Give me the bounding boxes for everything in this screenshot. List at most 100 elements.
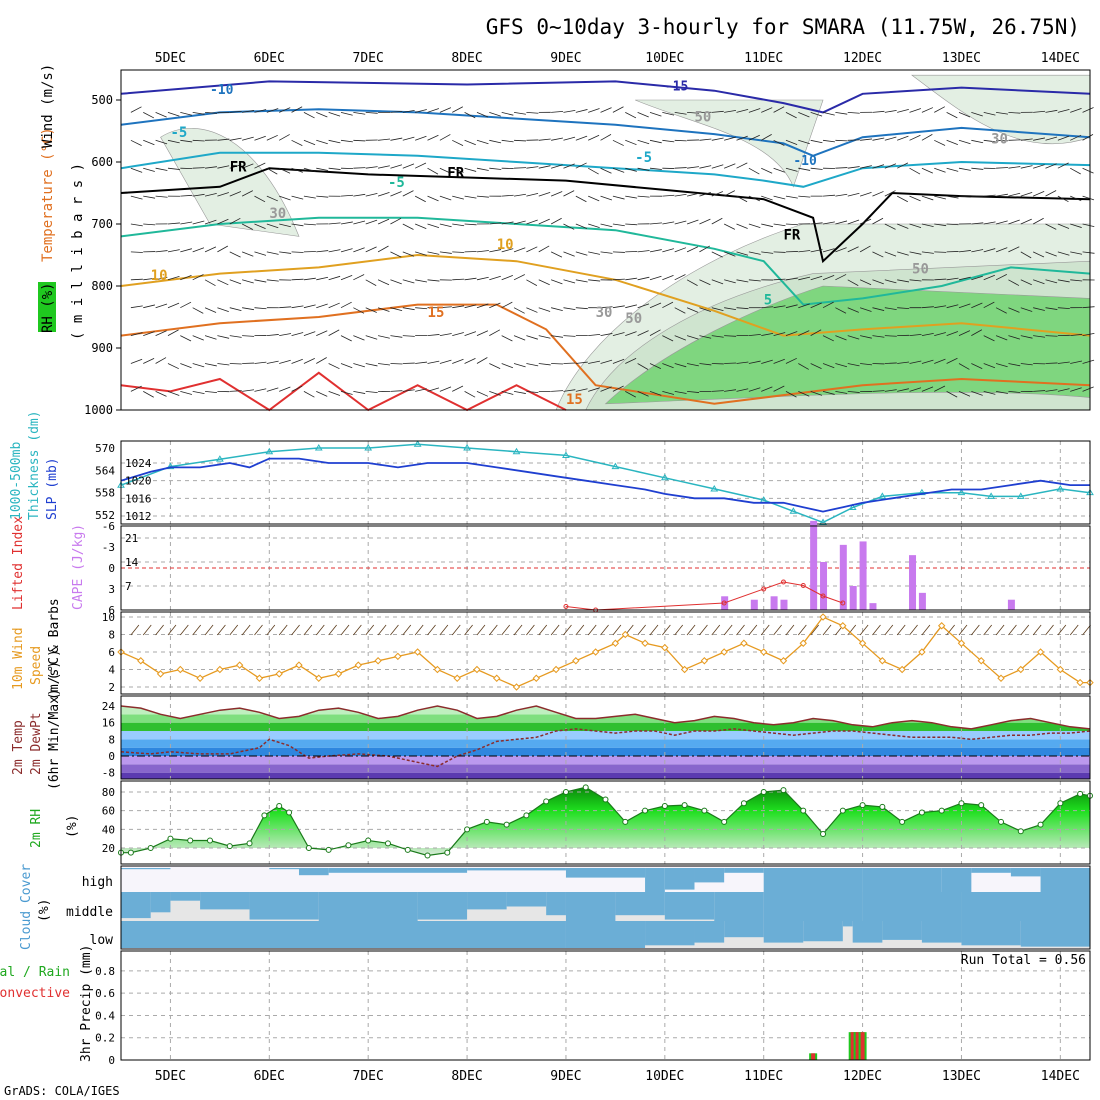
wind-barb [649,302,662,309]
wind-barb [649,167,662,170]
wind-barb [303,112,315,119]
thickness-label-1: 1000-500mb [9,442,24,520]
wind-barb [303,139,316,146]
wind-barb [241,223,253,230]
contour-label: 10 [497,237,514,253]
wind-speed-point [1056,665,1065,674]
wind-barb [204,166,218,169]
wind-barb [328,249,341,253]
lifted-index-point [820,593,826,599]
wind-barb [303,195,316,199]
wind-barb [526,112,539,114]
wind-barb [835,247,847,253]
wind-barb [748,251,761,255]
surface-wind-barb [1082,624,1091,636]
wind-barb [934,139,946,146]
surface-wind-barb [662,624,671,636]
wind-barb [847,112,860,114]
wind-barb [897,108,909,113]
surface-wind-barb [489,624,498,636]
pressure-tick-label: 900 [91,341,113,355]
wind-barb [476,112,489,118]
surface-wind-barb [587,624,597,636]
wind-barb [551,307,563,311]
wind-barb [167,391,180,396]
wind-barb [1057,195,1069,203]
cape-bar [918,592,926,610]
wind-barb [711,307,724,311]
wind-barb [872,164,885,169]
thickness-label-2: Thickness (dm) [27,410,42,520]
wind-tick-label: 8 [108,629,115,642]
thickness-marker [611,462,620,470]
wind-barb [303,391,315,398]
wind-barb [550,279,563,285]
wind-barb [958,167,971,171]
wind-barb [489,329,501,336]
wind-barb [390,164,403,169]
wind-barb [414,195,426,203]
wind-barb [180,221,193,225]
wind-barb [810,112,823,117]
wind-barb [662,274,674,281]
temp-band [121,756,1090,765]
wind-barb [909,279,922,282]
wind-barb [328,112,341,117]
wind-barb [464,112,476,119]
wind-speed-point [858,639,867,647]
temp-band [121,739,1090,748]
rh-point [276,803,283,809]
precip-label-3: 3hr Precip (mm) [79,945,94,1062]
wind-barb [489,167,502,170]
wind-barb [167,329,179,336]
wind-barb [378,138,391,141]
rh-point [582,784,589,791]
pressure-tick-label: 800 [91,279,113,293]
contour-label: -15 [665,80,688,95]
wind-barb [810,391,823,396]
wind-barb [526,166,539,169]
wind-barb [489,391,501,396]
wind-speed-point [374,657,382,665]
wind-barb [365,219,378,225]
wind-barb [995,307,1007,314]
contour-label: 15 [566,392,583,408]
wind-barb [600,223,613,228]
wind-barb [192,307,204,314]
wind-barb [538,307,551,312]
wind-barb [180,275,192,281]
wind-barb [180,248,192,253]
wind-barb [550,251,563,258]
wind-barb [464,139,476,146]
cloud-cover-bar [852,921,883,943]
wind-barb [983,391,996,395]
slp-tick-label: 1016 [125,492,152,505]
wind-barb [254,135,266,141]
wind-speed-point [473,665,481,674]
slp-panel-labels: 1000-500mb Thickness (dm) SLP (mb) [9,410,60,520]
surface-wind-barb [229,624,239,636]
thickness-marker [848,503,857,511]
wind-barb [279,195,291,201]
cloud-cover-bar [467,892,507,910]
temp-band [121,772,1090,779]
cloud-cover-bar [664,892,715,920]
wind-barb [415,109,427,113]
rh-point [859,802,866,809]
wind-barb [204,246,217,253]
wind-barb [402,110,415,113]
wind-barb [489,112,501,117]
wind-barb [513,193,526,197]
surface-wind-barb [612,624,622,636]
surface-wind-barb [192,624,201,636]
rh-point [206,837,213,844]
wind-barb [242,335,255,337]
wind-barb [452,385,464,392]
wind-barb [1045,279,1058,284]
contour-label: 15 [428,305,445,321]
wind-barb [798,112,810,118]
lifted-index-point [761,586,767,592]
wind-barb [167,139,180,144]
wind-barb [748,108,761,113]
wind-barb [897,223,909,229]
